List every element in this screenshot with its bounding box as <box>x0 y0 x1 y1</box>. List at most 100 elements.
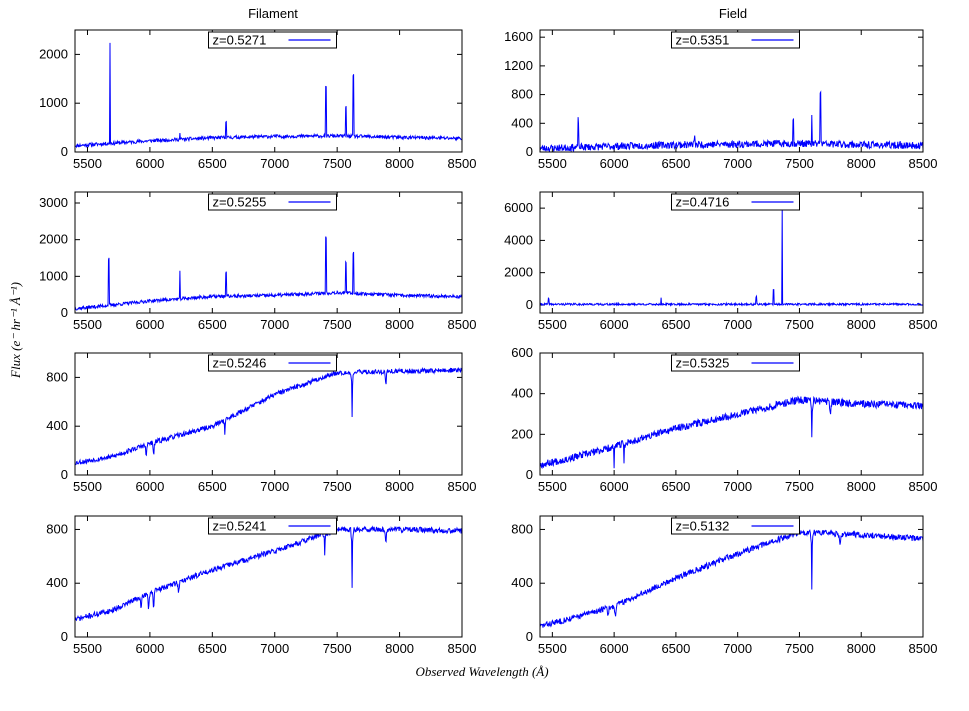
legend-box <box>208 193 337 211</box>
legend: z=0.5255 <box>208 193 337 211</box>
y-tick-label: 6000 <box>504 200 533 215</box>
x-tick-label: 8000 <box>385 317 414 332</box>
plot-frame <box>74 515 463 638</box>
x-tick-label: 8000 <box>847 156 876 171</box>
legend: z=0.5246 <box>208 354 337 372</box>
x-tick-label: 8000 <box>847 479 876 494</box>
y-tick-label: 400 <box>511 115 533 130</box>
x-tick-label: 8500 <box>909 317 938 332</box>
y-tick-label: 0 <box>526 467 533 482</box>
x-tick-label: 7500 <box>785 317 814 332</box>
y-tick-label: 800 <box>46 369 68 384</box>
y-tick-label: 4000 <box>504 232 533 247</box>
legend: z=0.5241 <box>208 517 337 535</box>
y-tick-label: 0 <box>526 297 533 312</box>
x-tick-label: 6000 <box>600 479 629 494</box>
plot-frame <box>74 29 463 153</box>
panel-field-3: 5500 6000 6500 7000 7500 8000 8500 0 200 400 600 z=… <box>511 345 937 494</box>
y-tick-label: 400 <box>46 418 68 433</box>
spectrum-line <box>75 42 462 149</box>
x-tick-label: 8000 <box>385 641 414 656</box>
x-tick-label: 6500 <box>198 479 227 494</box>
x-tick-label: 5500 <box>73 156 102 171</box>
x-tick-label: 5500 <box>538 641 567 656</box>
x-tick-label: 5500 <box>538 156 567 171</box>
y-tick-label: 400 <box>511 386 533 401</box>
panel-filament-4: 5500 6000 6500 7000 7500 8000 8500 0 400 800 z=0.5… <box>46 515 477 656</box>
panel-filament-1: 5500 6000 6500 7000 7500 8000 8500 0 1000 2000 z=0… <box>39 29 476 171</box>
legend-box <box>671 517 800 535</box>
x-tick-label: 5500 <box>538 479 567 494</box>
x-tick-label: 6000 <box>135 156 164 171</box>
legend-box <box>671 31 800 49</box>
panel-field-2: 5500 6000 6500 7000 7500 8000 8500 0 2000 4000 600… <box>504 191 938 332</box>
column-title-filament: Filament <box>248 6 298 21</box>
y-tick-label: 2000 <box>39 46 68 61</box>
x-tick-label: 7500 <box>323 479 352 494</box>
legend: z=0.5271 <box>208 31 337 49</box>
legend-label: z=0.5132 <box>676 519 730 534</box>
spectrum-line <box>75 366 462 466</box>
x-tick-label: 8000 <box>847 641 876 656</box>
x-tick-label: 6000 <box>600 317 629 332</box>
legend: z=0.4716 <box>671 193 800 211</box>
spectrum-line <box>540 395 923 470</box>
x-tick-label: 8500 <box>909 479 938 494</box>
x-tick-label: 7000 <box>260 641 289 656</box>
x-tick-label: 7500 <box>323 156 352 171</box>
x-tick-label: 6000 <box>600 156 629 171</box>
y-tick-label: 3000 <box>39 195 68 210</box>
x-tick-label: 6000 <box>600 641 629 656</box>
legend-box <box>208 354 337 372</box>
x-tick-label: 7500 <box>785 641 814 656</box>
y-tick-label: 1000 <box>39 95 68 110</box>
legend-label: z=0.4716 <box>676 195 730 210</box>
y-tick-label: 800 <box>46 521 68 536</box>
panel-filament-2: 5500 6000 6500 7000 7500 8000 8500 0 1000 2000 300… <box>39 191 477 332</box>
x-tick-label: 7500 <box>323 317 352 332</box>
x-tick-label: 7000 <box>723 479 752 494</box>
x-tick-label: 7000 <box>723 156 752 171</box>
legend: z=0.5351 <box>671 31 800 49</box>
x-tick-label: 7000 <box>260 317 289 332</box>
x-tick-label: 8500 <box>448 317 477 332</box>
y-tick-label: 2000 <box>39 232 68 247</box>
spectrum-line <box>75 525 462 622</box>
spectrum-line <box>540 529 923 628</box>
legend-label: z=0.5325 <box>676 356 730 371</box>
y-tick-label: 1600 <box>504 29 533 44</box>
x-tick-label: 8500 <box>448 641 477 656</box>
x-tick-label: 6500 <box>661 641 690 656</box>
x-tick-label: 6500 <box>661 156 690 171</box>
y-tick-label: 400 <box>46 575 68 590</box>
panel-filament-3: 5500 6000 6500 7000 7500 8000 8500 0 400 800 z=0.5… <box>46 352 476 494</box>
x-tick-label: 8000 <box>385 479 414 494</box>
legend-label: z=0.5246 <box>213 356 267 371</box>
column-title-field: Field <box>719 6 747 21</box>
x-tick-label: 7500 <box>785 156 814 171</box>
y-tick-label: 0 <box>61 629 68 644</box>
legend-box <box>208 31 337 49</box>
x-tick-label: 7000 <box>723 641 752 656</box>
x-tick-label: 7500 <box>323 641 352 656</box>
y-tick-label: 1200 <box>504 58 533 73</box>
x-tick-label: 5500 <box>73 641 102 656</box>
x-tick-label: 8500 <box>909 156 938 171</box>
panel-field-1: 5500 6000 6500 7000 7500 8000 8500 0 400 800 1200 1… <box>504 29 937 171</box>
y-axis-label: Flux (e⁻ hr⁻¹ Å⁻¹) <box>8 282 23 379</box>
spectrum-line <box>540 90 923 152</box>
legend-label: z=0.5271 <box>213 33 267 48</box>
x-tick-label: 6000 <box>135 317 164 332</box>
y-tick-label: 0 <box>526 629 533 644</box>
x-tick-label: 8000 <box>385 156 414 171</box>
plot-frame <box>74 191 463 314</box>
spectrum-line <box>75 236 462 311</box>
legend-label: z=0.5351 <box>676 33 730 48</box>
legend-label: z=0.5241 <box>213 519 267 534</box>
y-tick-label: 0 <box>61 144 68 159</box>
x-tick-label: 6000 <box>135 479 164 494</box>
y-tick-label: 1000 <box>39 268 68 283</box>
y-tick-label: 0 <box>61 305 68 320</box>
y-tick-label: 200 <box>511 426 533 441</box>
